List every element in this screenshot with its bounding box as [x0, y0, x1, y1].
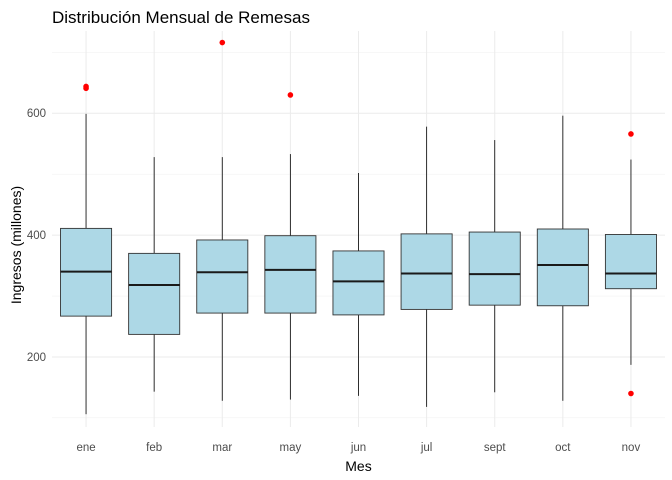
x-tick-label: oct	[555, 442, 571, 454]
box-may	[264, 92, 317, 400]
y-tick-label: 400	[27, 230, 46, 242]
box-feb	[128, 157, 181, 392]
box-nov	[604, 131, 657, 397]
x-tick-label: feb	[146, 442, 162, 454]
x-tick-label: nov	[622, 442, 641, 454]
outlier-point	[628, 390, 634, 397]
x-tick-label: mar	[212, 442, 232, 454]
outlier-point	[287, 92, 294, 98]
y-axis-title: Ingresos (millones)	[8, 186, 24, 304]
iqr-box	[604, 234, 657, 290]
iqr-box	[128, 252, 181, 335]
outlier-point	[628, 131, 634, 137]
iqr-box	[196, 239, 249, 314]
x-tick-label: may	[280, 442, 302, 454]
y-tick-label: 200	[27, 352, 46, 364]
box-jul	[400, 126, 453, 407]
x-tick-label: jun	[350, 442, 366, 454]
x-axis-ticks: ene feb mar may jun jul sept oct nov	[76, 442, 640, 454]
box-ene	[60, 83, 113, 415]
x-axis-title: Mes	[345, 458, 371, 474]
x-tick-label: sept	[484, 442, 507, 454]
y-tick-label: 600	[27, 108, 46, 120]
iqr-box	[264, 235, 317, 314]
outlier-point	[219, 39, 226, 46]
y-axis-ticks: 200 400 600	[27, 108, 46, 364]
x-tick-label: jul	[420, 442, 433, 454]
iqr-box	[468, 231, 521, 306]
x-tick-label: ene	[76, 442, 95, 454]
box-jun	[332, 172, 385, 396]
boxes	[60, 39, 657, 415]
iqr-box	[332, 250, 385, 316]
outlier-point	[83, 83, 89, 90]
box-oct	[536, 115, 589, 401]
iqr-box	[400, 233, 453, 310]
chart-title: Distribución Mensual de Remesas	[52, 8, 310, 27]
box-sept	[468, 140, 521, 393]
box-mar	[196, 39, 249, 401]
iqr-box	[536, 228, 589, 307]
